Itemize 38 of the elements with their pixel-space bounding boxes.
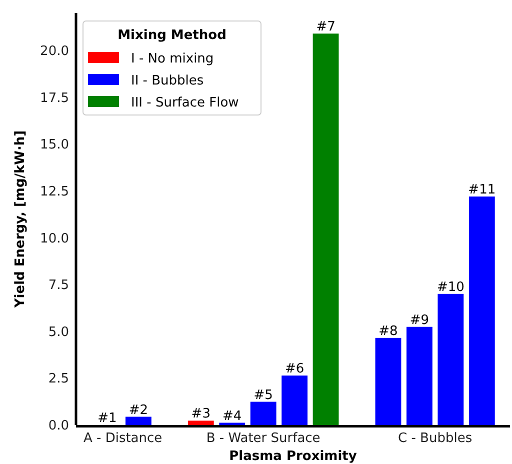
y-tick-label: 2.5 (48, 372, 69, 387)
y-tick-label: 10.0 (40, 231, 69, 246)
annotation: #10 (436, 280, 464, 295)
legend-title: Mixing Method (118, 28, 226, 43)
y-tick-label: 12.5 (40, 184, 69, 200)
bar (438, 294, 464, 425)
annotation: #4 (222, 408, 242, 424)
annotation: #7 (316, 20, 336, 35)
annotation: #3 (191, 406, 210, 422)
bar (406, 326, 432, 425)
bar (125, 416, 152, 425)
y-tick-label: 5.0 (48, 324, 69, 340)
legend-label: II - Bubbles (131, 74, 204, 89)
bar (468, 196, 495, 425)
y-tick-label: 17.5 (40, 90, 69, 106)
annotation: #2 (128, 402, 148, 418)
y-axis-title: Yield Energy, [mg/kW·h] (13, 130, 28, 309)
legend-label: I - No mixing (131, 52, 214, 67)
y-tick-label: 15.0 (40, 138, 69, 153)
bar (250, 402, 276, 425)
annotation: #1 (98, 411, 117, 426)
annotation: #6 (284, 362, 304, 377)
bar (312, 34, 339, 425)
annotation: #5 (254, 388, 273, 403)
x-axis-title: Plasma Proximity (229, 449, 358, 464)
bar (188, 420, 214, 425)
annotation: #9 (410, 312, 430, 328)
annotation: #11 (468, 182, 496, 198)
annotation: #8 (378, 324, 398, 339)
x-tick-label: C - Bubbles (398, 431, 472, 446)
legend-label: III - Surface Flow (131, 96, 240, 111)
x-tick-label: A - Distance (83, 431, 162, 446)
y-tick-label: 20.0 (40, 44, 69, 60)
y-tick-label: 7.5 (48, 278, 69, 294)
x-tick-label: B - Water Surface (206, 431, 320, 446)
y-tick-label: 0.0 (48, 418, 69, 434)
bar (375, 338, 402, 425)
bar (282, 376, 308, 425)
